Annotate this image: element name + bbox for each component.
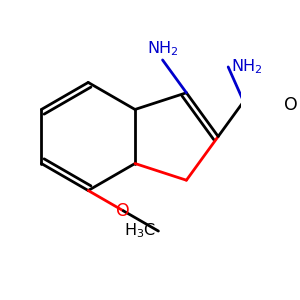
Text: NH$_2$: NH$_2$ <box>231 58 262 76</box>
Text: H$_3$C: H$_3$C <box>124 222 156 240</box>
Text: NH$_2$: NH$_2$ <box>147 39 178 58</box>
Text: O: O <box>116 202 130 220</box>
Text: O: O <box>284 97 298 115</box>
